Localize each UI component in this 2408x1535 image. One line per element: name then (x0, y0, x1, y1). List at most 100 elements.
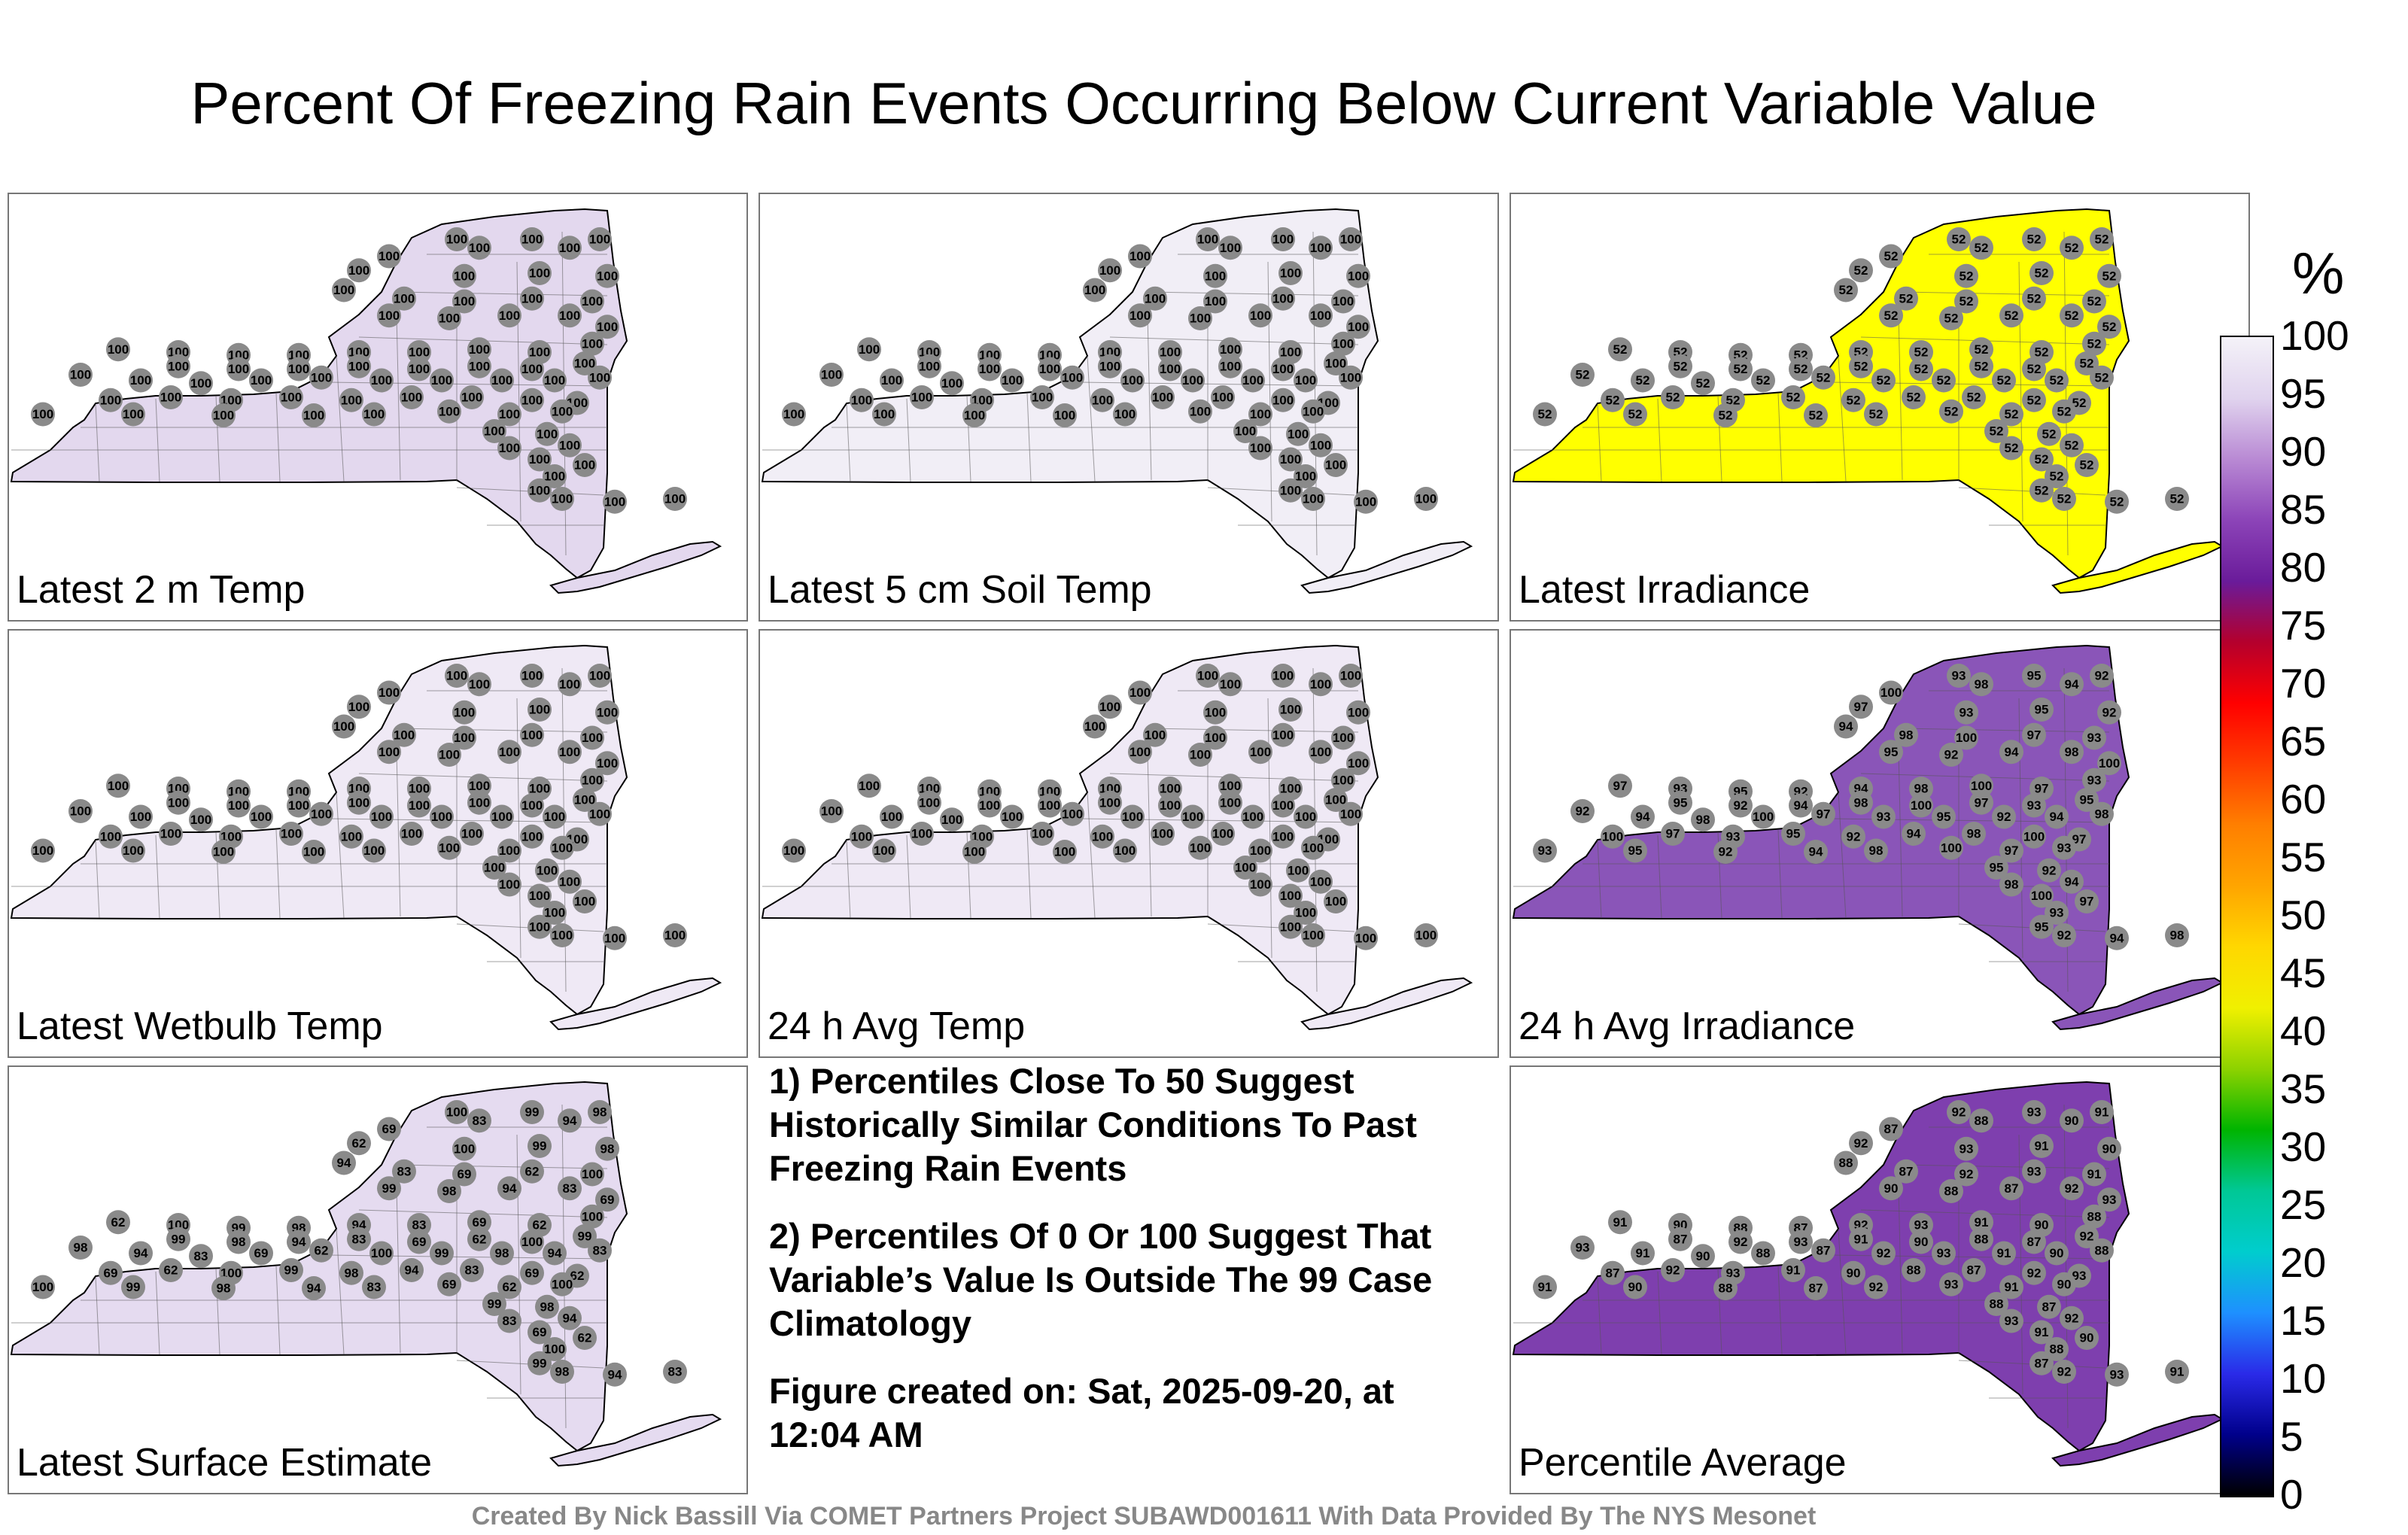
station-marker: 100 (467, 337, 491, 362)
station-marker: 91 (2029, 1320, 2054, 1345)
station-marker: 100 (1248, 838, 1272, 863)
station-value: 52 (1869, 407, 1884, 421)
station-value: 88 (1990, 1297, 2004, 1312)
station-marker: 99 (528, 1351, 552, 1375)
station-marker: 98 (339, 1260, 363, 1285)
station-value: 100 (559, 241, 580, 255)
station-marker: 52 (2022, 388, 2046, 412)
station-marker: 52 (2022, 357, 2046, 381)
station-value: 94 (1794, 798, 1808, 813)
panel-label: Latest Wetbulb Temp (17, 1005, 383, 1048)
station-value: 100 (559, 309, 580, 323)
station-marker: 100 (520, 722, 544, 747)
station-marker: 90 (2060, 1108, 2084, 1133)
station-value: 100 (1114, 843, 1136, 858)
station-value: 93 (2087, 773, 2102, 787)
panel-24h-avg-irradiance: 93 95 92 94 98 100 97 93 95 92 94 98 100 97 93 95 92 94 98… (1510, 629, 2250, 1058)
station-marker: 100 (1309, 303, 1333, 328)
station-marker: 100 (1128, 303, 1152, 328)
panel-label: 24 h Avg Temp (768, 1005, 1026, 1048)
station-value: 52 (2110, 494, 2124, 509)
station-value: 100 (363, 843, 385, 858)
station-value: 100 (1333, 336, 1354, 351)
station-value: 92 (1719, 845, 1733, 859)
station-marker: 92 (1713, 840, 1738, 864)
station-marker: 87 (1601, 1260, 1625, 1285)
station-marker: 100 (497, 872, 521, 897)
station-value: 100 (1160, 798, 1181, 813)
station-value: 93 (2027, 1164, 2042, 1178)
station-marker: 100 (1196, 227, 1220, 251)
station-marker: 100 (850, 388, 874, 412)
ny-map: 100 100 100 100 100 100 100 100 100 100 100 100 100 1… (761, 208, 1473, 594)
station-value: 100 (461, 391, 482, 405)
station-marker: 100 (430, 368, 454, 393)
station-value: 100 (2023, 829, 2045, 843)
station-marker: 98 (2060, 740, 2084, 764)
county-border (1267, 698, 1272, 959)
station-value: 100 (1250, 745, 1271, 759)
long-island-outline (2051, 977, 2224, 1031)
station-value: 100 (2031, 889, 2052, 903)
station-value: 52 (1975, 359, 1989, 373)
station-value: 52 (2035, 483, 2049, 497)
station-value: 100 (1160, 782, 1181, 796)
colorbar-tick-label: 55 (2280, 834, 2327, 880)
station-marker: 62 (520, 1159, 544, 1184)
station-value: 93 (2087, 731, 2102, 745)
station-value: 94 (1636, 810, 1650, 824)
station-value: 100 (469, 241, 490, 255)
station-marker: 92 (1728, 793, 1753, 818)
station-marker: 87 (1999, 1176, 2023, 1201)
station-value: 100 (160, 827, 181, 841)
station-value: 100 (469, 359, 490, 373)
station-value: 100 (1130, 745, 1151, 759)
station-value: 100 (1348, 705, 1369, 719)
station-value: 100 (1956, 731, 1977, 745)
station-value: 93 (1914, 1218, 1929, 1233)
station-value: 100 (108, 779, 129, 793)
panel-latest-surface-estimate: 100 99 98 94 83 69 62 100 99 98 94 83 69 62 100 99 98 94 8… (8, 1065, 748, 1494)
station-value: 93 (1726, 829, 1741, 843)
station-value: 92 (2027, 1266, 2042, 1280)
station-marker: 99 (166, 1226, 190, 1251)
station-value: 100 (919, 795, 940, 810)
station-marker: 100 (1324, 889, 1348, 913)
station-marker: 100 (1120, 804, 1145, 829)
station-marker: 100 (819, 799, 844, 823)
station-value: 94 (1907, 827, 1921, 841)
station-value: 87 (1899, 1164, 1914, 1178)
station-value: 52 (2095, 370, 2109, 385)
station-value: 100 (311, 370, 332, 385)
station-value: 94 (2110, 931, 2124, 945)
station-marker: 100 (1339, 664, 1363, 688)
station-value: 87 (1809, 1281, 1823, 1296)
credit-line: Created By Nick Bassill Via COMET Partne… (471, 1502, 1817, 1530)
station-marker: 92 (1871, 1241, 1896, 1266)
station-marker: 87 (1962, 1258, 1986, 1282)
station-value: 100 (559, 874, 580, 889)
station-marker: 100 (1331, 768, 1355, 792)
station-marker: 88 (1984, 1292, 2008, 1316)
station-marker: 95 (2029, 698, 2054, 722)
station-value: 100 (559, 677, 580, 692)
station-marker: 100 (129, 804, 153, 829)
station-value: 93 (2110, 1367, 2124, 1382)
panel-percentile-average: 92 93 91 90 88 87 92 93 91 90 88 87 92 93 91 90 88 87 92 93… (1510, 1065, 2250, 1494)
station-marker: 52 (1879, 244, 1903, 269)
station-value: 92 (2057, 929, 2072, 943)
station-marker: 52 (2097, 263, 2121, 288)
station-value: 100 (821, 804, 842, 819)
station-value: 90 (1847, 1266, 1861, 1280)
station-marker: 100 (1203, 289, 1227, 314)
station-value: 100 (281, 391, 302, 405)
station-marker: 100 (1113, 402, 1137, 427)
station-value: 100 (469, 342, 490, 357)
station-value: 98 (540, 1299, 555, 1314)
station-value: 100 (1602, 829, 1623, 843)
county-border (1657, 1271, 1662, 1355)
station-value: 62 (164, 1263, 178, 1278)
station-value: 100 (1182, 810, 1203, 824)
